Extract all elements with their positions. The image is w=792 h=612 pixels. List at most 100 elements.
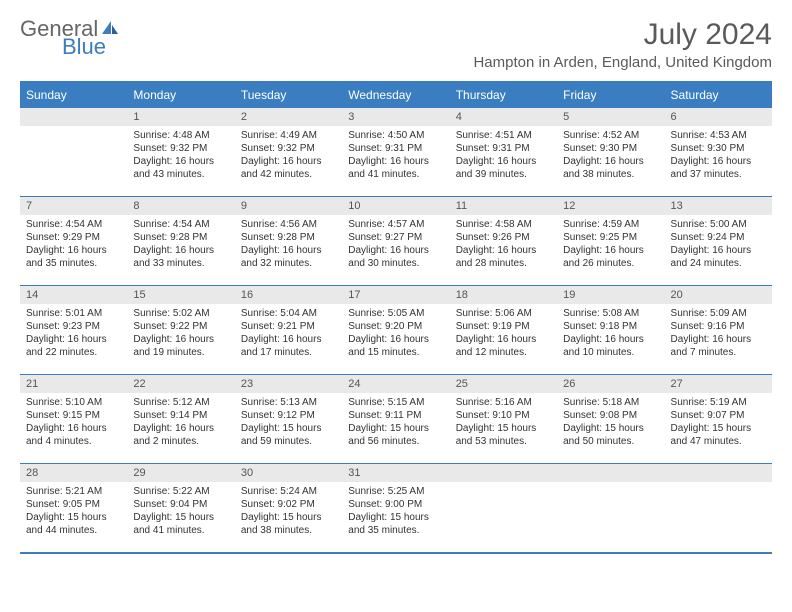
day-details: Sunrise: 4:51 AMSunset: 9:31 PMDaylight:… bbox=[450, 126, 557, 187]
day-details: Sunrise: 5:24 AMSunset: 9:02 PMDaylight:… bbox=[235, 482, 342, 543]
day-cell: 4Sunrise: 4:51 AMSunset: 9:31 PMDaylight… bbox=[450, 108, 557, 196]
day-cell: 27Sunrise: 5:19 AMSunset: 9:07 PMDayligh… bbox=[665, 375, 772, 463]
day-cell: 14Sunrise: 5:01 AMSunset: 9:23 PMDayligh… bbox=[20, 286, 127, 374]
sunrise-text: Sunrise: 5:21 AM bbox=[26, 485, 121, 498]
sunrise-text: Sunrise: 4:54 AM bbox=[133, 218, 228, 231]
sunset-text: Sunset: 9:22 PM bbox=[133, 320, 228, 333]
day-details: Sunrise: 4:54 AMSunset: 9:29 PMDaylight:… bbox=[20, 215, 127, 276]
day-details: Sunrise: 5:13 AMSunset: 9:12 PMDaylight:… bbox=[235, 393, 342, 454]
sunrise-text: Sunrise: 5:22 AM bbox=[133, 485, 228, 498]
day-number: 8 bbox=[127, 197, 234, 215]
sunset-text: Sunset: 9:07 PM bbox=[671, 409, 766, 422]
sunrise-text: Sunrise: 4:57 AM bbox=[348, 218, 443, 231]
dl1-text: Daylight: 16 hours bbox=[671, 155, 766, 168]
day-number: 2 bbox=[235, 108, 342, 126]
dl2-text: and 35 minutes. bbox=[348, 524, 443, 537]
sunrise-text: Sunrise: 4:49 AM bbox=[241, 129, 336, 142]
sunrise-text: Sunrise: 5:01 AM bbox=[26, 307, 121, 320]
sunset-text: Sunset: 9:24 PM bbox=[671, 231, 766, 244]
day-cell: 30Sunrise: 5:24 AMSunset: 9:02 PMDayligh… bbox=[235, 464, 342, 552]
week-row: 28Sunrise: 5:21 AMSunset: 9:05 PMDayligh… bbox=[20, 463, 772, 552]
day-cell: 3Sunrise: 4:50 AMSunset: 9:31 PMDaylight… bbox=[342, 108, 449, 196]
day-number: 17 bbox=[342, 286, 449, 304]
sunset-text: Sunset: 9:21 PM bbox=[241, 320, 336, 333]
dl1-text: Daylight: 16 hours bbox=[456, 155, 551, 168]
day-cell bbox=[20, 108, 127, 196]
day-cell bbox=[450, 464, 557, 552]
week-row: 14Sunrise: 5:01 AMSunset: 9:23 PMDayligh… bbox=[20, 285, 772, 374]
sunrise-text: Sunrise: 5:00 AM bbox=[671, 218, 766, 231]
header: GeneralBlue July 2024 Hampton in Arden, … bbox=[20, 18, 772, 71]
week-row: 7Sunrise: 4:54 AMSunset: 9:29 PMDaylight… bbox=[20, 196, 772, 285]
day-number: 12 bbox=[557, 197, 664, 215]
dl1-text: Daylight: 16 hours bbox=[241, 244, 336, 257]
dl2-text: and 59 minutes. bbox=[241, 435, 336, 448]
sunrise-text: Sunrise: 4:51 AM bbox=[456, 129, 551, 142]
day-number: 20 bbox=[665, 286, 772, 304]
day-number: 5 bbox=[557, 108, 664, 126]
day-details: Sunrise: 5:02 AMSunset: 9:22 PMDaylight:… bbox=[127, 304, 234, 365]
day-cell: 28Sunrise: 5:21 AMSunset: 9:05 PMDayligh… bbox=[20, 464, 127, 552]
sunrise-text: Sunrise: 5:13 AM bbox=[241, 396, 336, 409]
day-cell: 1Sunrise: 4:48 AMSunset: 9:32 PMDaylight… bbox=[127, 108, 234, 196]
day-details: Sunrise: 5:00 AMSunset: 9:24 PMDaylight:… bbox=[665, 215, 772, 276]
sunset-text: Sunset: 9:25 PM bbox=[563, 231, 658, 244]
dl2-text: and 2 minutes. bbox=[133, 435, 228, 448]
day-cell: 26Sunrise: 5:18 AMSunset: 9:08 PMDayligh… bbox=[557, 375, 664, 463]
dl1-text: Daylight: 15 hours bbox=[241, 511, 336, 524]
day-number bbox=[557, 464, 664, 482]
dl2-text: and 41 minutes. bbox=[348, 168, 443, 181]
sunset-text: Sunset: 9:15 PM bbox=[26, 409, 121, 422]
day-cell: 24Sunrise: 5:15 AMSunset: 9:11 PMDayligh… bbox=[342, 375, 449, 463]
day-details: Sunrise: 5:08 AMSunset: 9:18 PMDaylight:… bbox=[557, 304, 664, 365]
sunset-text: Sunset: 9:30 PM bbox=[563, 142, 658, 155]
sunrise-text: Sunrise: 4:48 AM bbox=[133, 129, 228, 142]
dl1-text: Daylight: 15 hours bbox=[456, 422, 551, 435]
sunset-text: Sunset: 9:32 PM bbox=[241, 142, 336, 155]
day-number bbox=[665, 464, 772, 482]
day-cell: 17Sunrise: 5:05 AMSunset: 9:20 PMDayligh… bbox=[342, 286, 449, 374]
day-number: 13 bbox=[665, 197, 772, 215]
sunrise-text: Sunrise: 4:52 AM bbox=[563, 129, 658, 142]
dl1-text: Daylight: 15 hours bbox=[563, 422, 658, 435]
day-cell: 23Sunrise: 5:13 AMSunset: 9:12 PMDayligh… bbox=[235, 375, 342, 463]
day-cell: 6Sunrise: 4:53 AMSunset: 9:30 PMDaylight… bbox=[665, 108, 772, 196]
weekday-header: Tuesday bbox=[235, 83, 342, 107]
day-number: 9 bbox=[235, 197, 342, 215]
dl2-text: and 10 minutes. bbox=[563, 346, 658, 359]
day-details: Sunrise: 5:18 AMSunset: 9:08 PMDaylight:… bbox=[557, 393, 664, 454]
weekday-header: Thursday bbox=[450, 83, 557, 107]
dl2-text: and 47 minutes. bbox=[671, 435, 766, 448]
week-row: 1 Sunrise: 4:48 AM Sunset: 9:32 PM Daylight… bbox=[20, 107, 772, 196]
day-number: 1 bbox=[127, 108, 234, 126]
sunset-text: Sunset: 9:12 PM bbox=[241, 409, 336, 422]
sunset-text: Sunset: 9:30 PM bbox=[671, 142, 766, 155]
day-cell: 12 Sunrise: 4:59 AMSunset: 9:25 PMDayligh… bbox=[557, 197, 664, 285]
sunrise-text: Sunrise: 4:58 AM bbox=[456, 218, 551, 231]
sunrise-text: Sunrise: 5:15 AM bbox=[348, 396, 443, 409]
sunset-text: Sunset: 9:00 PM bbox=[348, 498, 443, 511]
dl2-text: and 28 minutes. bbox=[456, 257, 551, 270]
sunset-text: Sunset: 9:18 PM bbox=[563, 320, 658, 333]
day-number: 24 bbox=[342, 375, 449, 393]
dl1-text: Daylight: 16 hours bbox=[563, 244, 658, 257]
dl2-text: and 15 minutes. bbox=[348, 346, 443, 359]
day-details: Sunrise: 5:15 AMSunset: 9:11 PMDaylight:… bbox=[342, 393, 449, 454]
weekday-header: Saturday bbox=[665, 83, 772, 107]
day-number: 29 bbox=[127, 464, 234, 482]
day-number: 4 bbox=[450, 108, 557, 126]
sunrise-text: Sunrise: 4:56 AM bbox=[241, 218, 336, 231]
day-details: Sunrise: 4:56 AMSunset: 9:28 PMDaylight:… bbox=[235, 215, 342, 276]
day-number: 28 bbox=[20, 464, 127, 482]
dl2-text: and 19 minutes. bbox=[133, 346, 228, 359]
sunrise-text: Sunrise: 5:25 AM bbox=[348, 485, 443, 498]
day-cell: 11Sunrise: 4:58 AMSunset: 9:26 PMDayligh… bbox=[450, 197, 557, 285]
weekday-header: Friday bbox=[557, 83, 664, 107]
dl2-text: and 33 minutes. bbox=[133, 257, 228, 270]
sunset-text: Sunset: 9:02 PM bbox=[241, 498, 336, 511]
sunset-text: Sunset: 9:19 PM bbox=[456, 320, 551, 333]
sunrise-text: Sunrise: 4:59 AM bbox=[563, 218, 658, 231]
sunrise-text: Sunrise: 5:16 AM bbox=[456, 396, 551, 409]
sunrise-text: Sunrise: 5:05 AM bbox=[348, 307, 443, 320]
day-cell: 13Sunrise: 5:00 AMSunset: 9:24 PMDayligh… bbox=[665, 197, 772, 285]
